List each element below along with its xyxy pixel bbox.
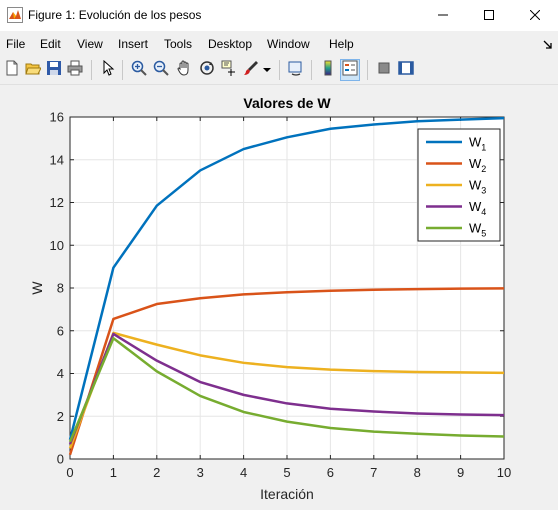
menu-bar: File Edit View Insert Tools Desktop Wind… [0,31,558,56]
brush-button[interactable] [241,59,261,81]
figure-canvas[interactable]: 0 1 2 3 4 5 6 7 8 9 10 0 2 4 6 8 10 12 14 16 Valores de W I… [0,85,558,505]
y-tick-label: 4 [57,366,64,381]
close-button[interactable] [512,0,558,31]
menu-insert[interactable]: Insert [118,37,148,51]
x-tick-label: 9 [457,465,464,480]
maximize-icon [484,7,494,25]
title-bar: Figure 1: Evolución de los pesos [0,0,558,31]
x-tick-label: 1 [110,465,117,480]
menu-edit[interactable]: Edit [40,37,61,51]
x-tick-label: 3 [197,465,204,480]
new-figure-icon [4,60,20,81]
y-tick-label: 8 [57,281,64,296]
rotate-3d-button[interactable] [197,59,217,81]
zoom-in-button[interactable] [129,59,149,81]
menu-tools[interactable]: Tools [164,37,192,51]
toolbar-separator [311,60,312,80]
chart-title: Valores de W [243,95,331,111]
menu-file[interactable]: File [6,37,25,51]
toolbar-separator [279,60,280,80]
minimize-icon [438,7,448,25]
x-tick-label: 6 [327,465,334,480]
open-file-button[interactable] [23,59,43,81]
menu-help[interactable]: Help [329,37,354,51]
maximize-button[interactable] [466,0,512,31]
zoom-out-icon [153,60,169,81]
legend-button[interactable] [340,59,360,81]
pointer-icon [100,60,116,81]
show-plot-tools-icon [398,60,414,81]
x-tick-label: 8 [414,465,421,480]
pan-button[interactable] [174,59,194,81]
colorbar-button[interactable] [318,59,338,81]
hide-plot-tools-icon [376,60,392,81]
y-tick-label: 12 [50,195,64,210]
y-tick-label: 0 [57,452,64,467]
minimize-button[interactable] [420,0,466,31]
open-file-icon [25,60,41,81]
save-button[interactable] [44,59,64,81]
y-tick-label: 16 [50,110,64,125]
figure-toolbar [0,56,558,85]
matlab-figure-icon [7,7,23,23]
menu-view[interactable]: View [77,37,103,51]
x-axis-label: Iteración [260,486,314,502]
hide-plot-tools-button[interactable] [374,59,394,81]
zoom-in-icon [131,60,147,81]
y-axis-label: W [29,281,45,295]
x-tick-label: 7 [370,465,377,480]
show-plot-tools-button[interactable] [396,59,416,81]
y-tick-label: 14 [50,152,64,167]
link-plot-icon [288,60,304,81]
print-icon [67,60,83,81]
x-tick-label: 10 [497,465,511,480]
y-tick-label: 6 [57,323,64,338]
x-tick-label: 4 [240,465,247,480]
legend-icon [342,60,358,81]
menu-desktop[interactable]: Desktop [208,37,252,51]
x-tick-label: 0 [66,465,73,480]
brush-dropdown-icon [263,61,271,79]
print-button[interactable] [65,59,85,81]
pan-icon [176,60,192,81]
zoom-out-button[interactable] [151,59,171,81]
data-cursor-icon [221,60,237,81]
link-plot-button[interactable] [286,59,306,81]
dock-arrow-icon[interactable] [543,37,553,55]
colorbar-icon [320,60,336,81]
new-figure-button[interactable] [2,59,22,81]
brush-icon [243,60,259,81]
data-cursor-button[interactable] [219,59,239,81]
close-icon [530,7,540,25]
brush-dropdown-button[interactable] [261,59,273,81]
toolbar-separator [91,60,92,80]
x-tick-label: 5 [283,465,290,480]
menu-window[interactable]: Window [267,37,310,51]
y-tick-label: 10 [50,238,64,253]
rotate-3d-icon [199,60,215,81]
save-icon [46,60,62,81]
toolbar-separator [367,60,368,80]
pointer-button[interactable] [98,59,118,81]
y-tick-label: 2 [57,409,64,424]
toolbar-separator [122,60,123,80]
window-title: Figure 1: Evolución de los pesos [28,8,201,22]
x-tick-label: 2 [153,465,160,480]
